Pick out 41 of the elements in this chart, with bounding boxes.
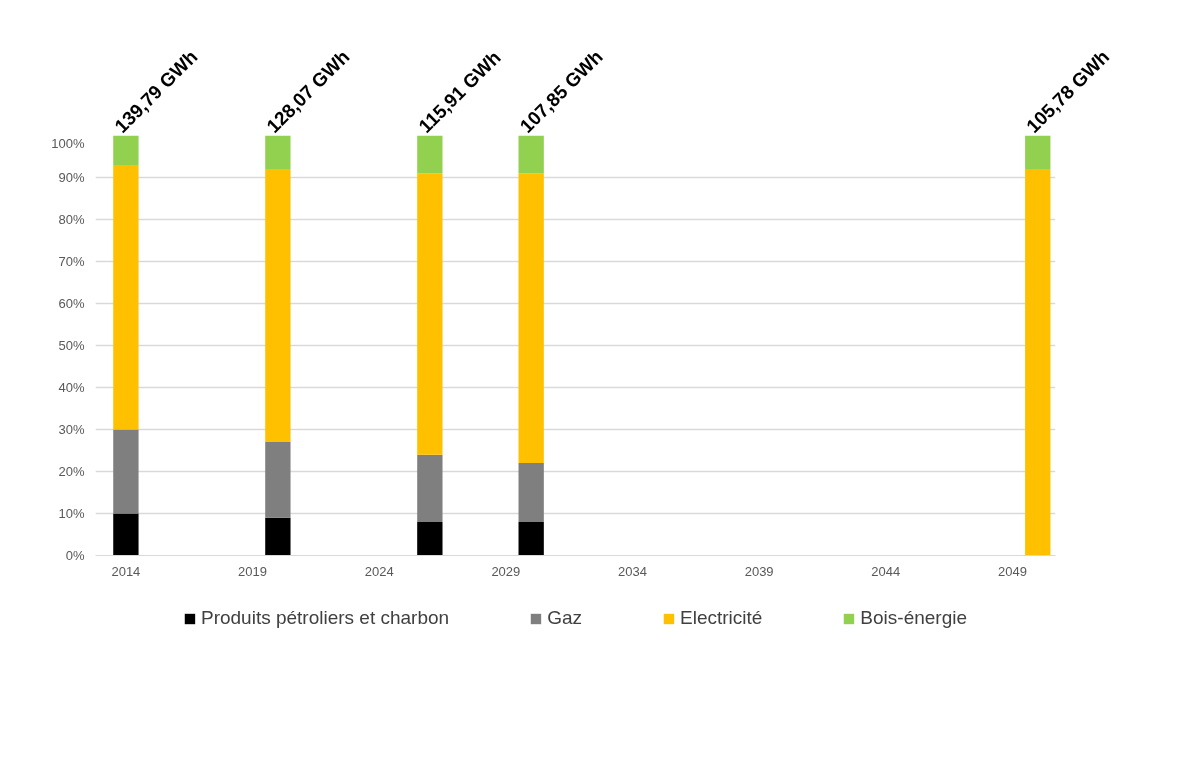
bar [265, 135, 291, 170]
bar [518, 521, 544, 556]
x-tick-label: 2034 [618, 563, 647, 579]
x-tick-label: 2049 [997, 563, 1027, 579]
x-tick-label: 2019 [238, 563, 268, 579]
y-tick-label: 20% [58, 464, 85, 479]
x-tick-label: 2024 [364, 563, 394, 579]
bar [113, 135, 139, 165]
x-tick-label: 2014 [111, 563, 141, 579]
bar [518, 135, 544, 174]
bar [518, 173, 544, 464]
bar [417, 454, 443, 522]
x-tick-label: 2044 [871, 563, 901, 579]
legend-label: Gaz [547, 607, 583, 629]
bar [417, 173, 443, 455]
y-tick-label: 90% [58, 170, 85, 185]
y-tick-label: 100% [51, 135, 85, 151]
legend-label: Electricité [680, 607, 763, 629]
y-tick-label: 50% [58, 338, 85, 353]
y-tick-label: 60% [58, 296, 85, 311]
y-tick-label: 0% [65, 548, 85, 563]
bar [113, 164, 139, 430]
bar [1025, 135, 1051, 170]
y-tick-label: 40% [58, 380, 85, 395]
y-tick-label: 30% [58, 422, 85, 437]
legend-label: Produits pétroliers et charbon [200, 607, 450, 629]
bar [417, 135, 443, 174]
bar [265, 517, 291, 556]
bar [518, 463, 544, 522]
y-tick-label: 10% [58, 506, 85, 521]
legend-label: Bois-énergie [860, 607, 968, 629]
bar [113, 429, 139, 514]
bar [1025, 169, 1051, 556]
bar [265, 442, 291, 518]
y-tick-label: 70% [58, 254, 85, 269]
x-tick-label: 2029 [491, 563, 521, 579]
bar [113, 513, 139, 556]
x-tick-label: 2039 [744, 563, 774, 579]
y-tick-label: 80% [58, 212, 85, 227]
bar [265, 169, 291, 443]
bar [417, 521, 443, 556]
